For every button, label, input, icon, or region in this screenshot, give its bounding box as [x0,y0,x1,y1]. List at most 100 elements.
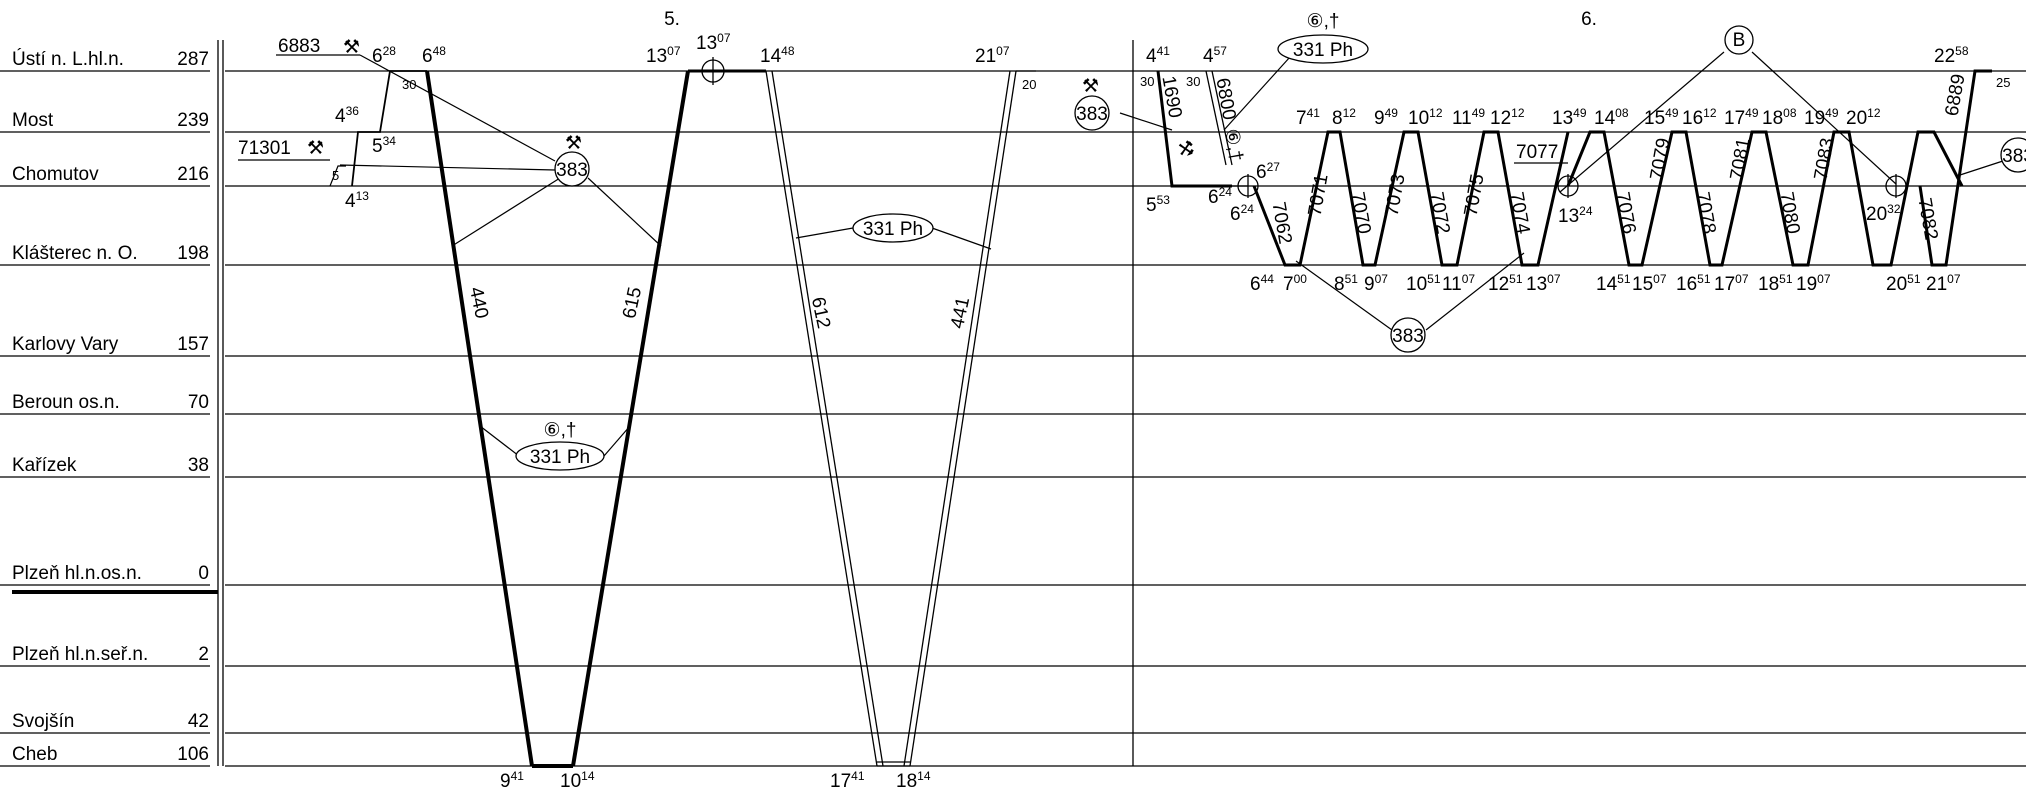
time-label: 441 [1146,44,1170,67]
connector-331-440 [479,425,520,457]
time-label: 1149 [1452,106,1485,129]
station-name: Most [12,110,54,131]
weekday-note: ⑥,† [544,420,577,441]
time-label: 1251 [1488,272,1523,295]
connector-6883-383 [359,54,556,162]
connector-383-right [1959,159,2007,176]
time-label: 1212 [1490,106,1525,129]
train-path-71301 [329,165,346,187]
time-label: 949 [1374,106,1398,129]
station-km: 38 [188,455,209,476]
note-30: 30 [402,77,416,92]
train-383-circle [554,151,590,187]
connector-331-615 [603,425,631,457]
train-number: 7077 [1516,142,1558,163]
train-383-label: 383 [2002,146,2026,167]
time-label: 457 [1203,44,1227,67]
time-label: 1451 [1596,272,1631,295]
hammer-icon: ⚒ [1173,138,1197,158]
time-label: 1741 [830,769,865,789]
train-number: 7075 [1461,172,1489,217]
time-label: 941 [500,769,524,789]
train-number: 7082 [1913,196,1941,241]
time-label: 812 [1332,106,1356,129]
train-number: 7079 [1647,136,1675,181]
time-label: 851 [1334,272,1358,295]
train-number: 7074 [1505,190,1533,236]
time-label: 1549 [1644,106,1679,129]
station-name: Ústí n. L.hl.n. [12,48,124,70]
train-number: 7081 [1727,136,1755,181]
time-label: 1949 [1804,106,1839,129]
time-label: 2107 [975,44,1010,67]
time-label: 1349 [1552,106,1587,129]
day6-circles [1074,25,2026,353]
note-20: 20 [1022,77,1036,92]
train-path-441-a [909,70,1017,767]
weekday-note: ⑥,† [1307,11,1340,32]
train-number: 7072 [1425,190,1453,235]
time-label: 907 [1364,272,1388,295]
times-day6: 441 457 553 624 627 624 644 700 741 812 … [1146,44,1969,295]
train-number: 7080 [1775,190,1803,235]
train-path-6800-b [1211,70,1233,166]
train-number: 7073 [1382,172,1410,217]
station-lines [0,70,2026,767]
station-name: Cheb [12,744,57,765]
train-path-441-b [903,70,1011,767]
time-label: 741 [1296,106,1320,129]
train-number: 6889 [1942,72,1970,117]
station-km: 2 [198,644,209,665]
column-header-day-5: 5. [664,9,680,30]
connector-331-6800 [1223,56,1291,131]
train-number: 441 [947,295,974,330]
connector-383-1690 [1119,112,1173,131]
train-path-440 [425,70,534,767]
time-label: 627 [1256,160,1280,183]
time-label: 1307 [1526,272,1561,295]
station-name: Chomutov [12,164,99,185]
train-331-label: 331 Ph [530,447,590,468]
train-path-615 [571,70,690,767]
connector-6800-383 [1295,260,1393,331]
train-331-label: 331 Ph [863,219,923,240]
train-number: 612 [807,295,834,330]
hammer-icon: ⚒ [1082,76,1099,97]
time-label: 553 [1146,193,1170,216]
time-label: 1012 [1408,106,1443,129]
train-383-label: 383 [1392,326,1424,347]
station-name: Beroun os.n. [12,392,120,413]
time-label: 700 [1283,272,1307,295]
train-331-label: 331 Ph [1293,40,1353,61]
day5-circles [515,57,934,471]
note-30: 30 [1186,74,1200,89]
time-label: 624 [1208,185,1232,208]
station-km: 106 [177,744,209,765]
train-331-ellipse [1277,34,1369,64]
train-number: 7070 [1346,190,1374,235]
time-label: 1307 [646,44,681,67]
time-label: 1014 [560,769,595,789]
station-name: Kařízek [12,455,77,476]
station-km: 70 [188,392,209,413]
connector-383-440 [451,177,561,247]
train-path-7062-7071 [1252,130,1570,267]
hammer-icon: ⚒ [565,133,582,154]
connector-B-crossing [1751,51,1897,185]
time-label: 1707 [1714,272,1749,295]
station-km: 239 [177,110,209,131]
time-label: 1507 [1632,272,1667,295]
train-path-6800-a [1205,70,1227,166]
train-path-7077-7079 [1566,130,1964,267]
train-path-612-b [771,70,884,767]
time-label: 1749 [1724,106,1759,129]
day6-train-paths [1119,51,2007,331]
time-label: 1448 [760,44,795,67]
station-km: 157 [177,334,209,355]
train-number: 6883 [278,36,320,57]
times-day5: 628 648 436 534 413 1307 1307 1448 2107 … [335,31,1010,789]
note-30: 30 [1140,74,1154,89]
time-label: 1107 [1442,272,1475,295]
train-path-7082 [1918,69,1992,267]
time-label: 2032 [1866,202,1901,225]
